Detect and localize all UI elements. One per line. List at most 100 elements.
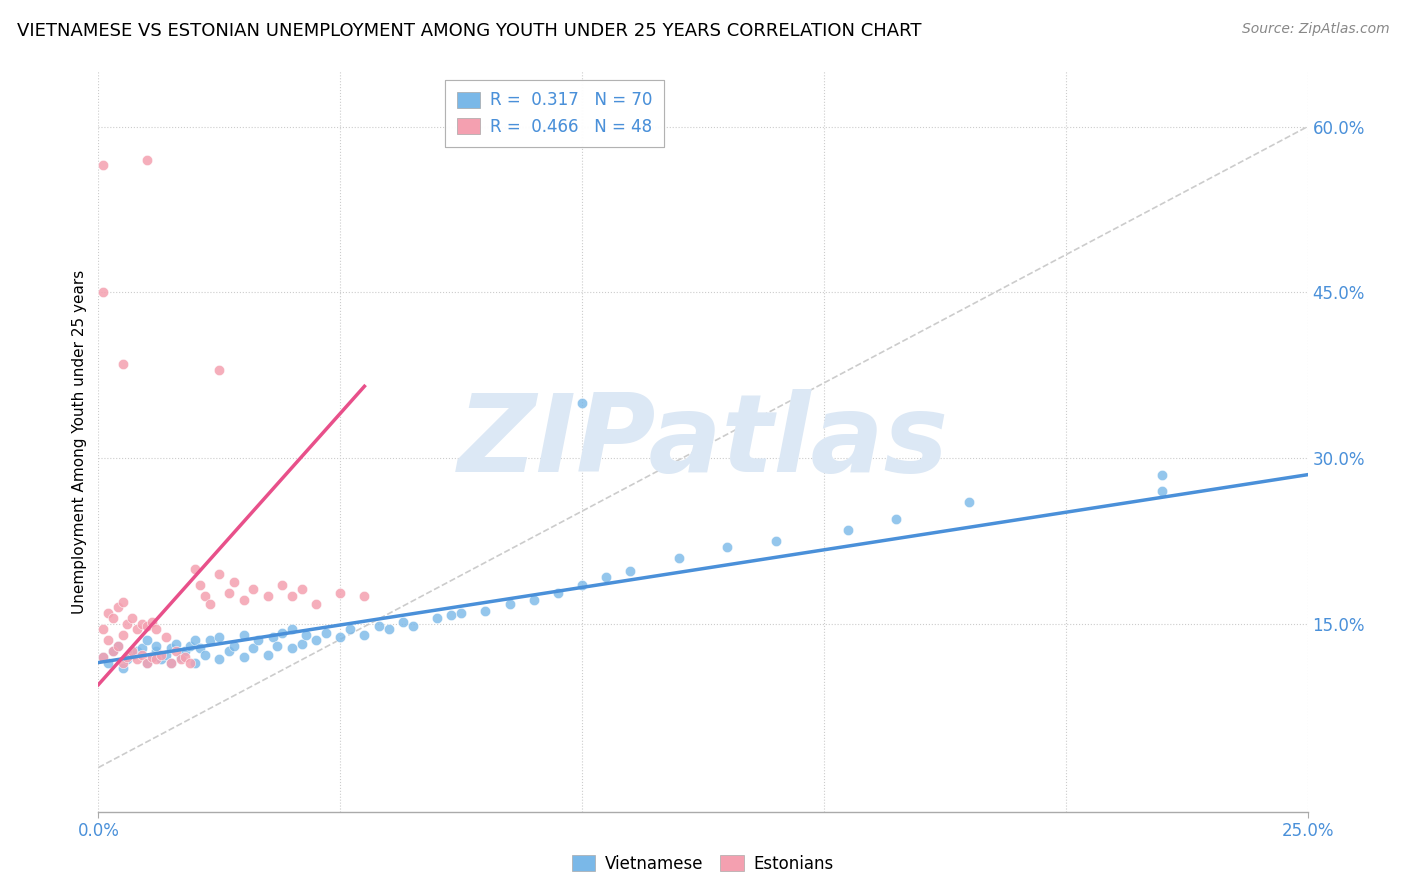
Point	[131, 648, 153, 662]
Point	[141, 650, 163, 665]
Point	[242, 641, 264, 656]
Point	[131, 616, 153, 631]
Point	[290, 582, 312, 596]
Point	[155, 648, 177, 662]
Point	[184, 656, 207, 670]
Point	[222, 639, 245, 653]
Point	[141, 650, 163, 665]
Point	[198, 597, 221, 611]
Point	[145, 623, 167, 637]
Point	[218, 644, 240, 658]
Point	[174, 650, 197, 665]
Point	[184, 561, 207, 575]
Point	[218, 586, 240, 600]
Point	[91, 650, 114, 665]
Point	[101, 611, 124, 625]
Point	[957, 495, 980, 509]
Point	[111, 595, 134, 609]
Point	[295, 628, 318, 642]
Point	[145, 652, 167, 666]
Point	[440, 607, 463, 622]
Point	[262, 630, 284, 644]
Point	[101, 644, 124, 658]
Point	[208, 362, 231, 376]
Point	[107, 639, 129, 653]
Point	[117, 650, 139, 665]
Point	[179, 639, 201, 653]
Point	[155, 630, 177, 644]
Point	[571, 396, 593, 410]
Point	[91, 650, 114, 665]
Point	[97, 606, 120, 620]
Point	[281, 589, 304, 603]
Point	[169, 650, 191, 665]
Text: Source: ZipAtlas.com: Source: ZipAtlas.com	[1241, 22, 1389, 37]
Point	[329, 586, 352, 600]
Point	[111, 628, 134, 642]
Point	[232, 628, 254, 642]
Text: VIETNAMESE VS ESTONIAN UNEMPLOYMENT AMONG YOUTH UNDER 25 YEARS CORRELATION CHART: VIETNAMESE VS ESTONIAN UNEMPLOYMENT AMON…	[17, 22, 921, 40]
Point	[281, 641, 304, 656]
Point	[523, 592, 546, 607]
Point	[668, 550, 690, 565]
Point	[97, 633, 120, 648]
Point	[111, 357, 134, 371]
Point	[101, 644, 124, 658]
Point	[135, 656, 157, 670]
Point	[179, 656, 201, 670]
Point	[135, 656, 157, 670]
Point	[194, 648, 217, 662]
Point	[91, 158, 114, 172]
Point	[160, 656, 183, 670]
Point	[222, 574, 245, 589]
Point	[305, 597, 328, 611]
Point	[1152, 484, 1174, 499]
Point	[150, 652, 173, 666]
Point	[150, 648, 173, 662]
Point	[392, 615, 415, 629]
Point	[266, 639, 288, 653]
Point	[368, 619, 391, 633]
Point	[290, 637, 312, 651]
Point	[160, 656, 183, 670]
Point	[127, 644, 149, 658]
Point	[315, 625, 337, 640]
Point	[121, 611, 143, 625]
Point	[271, 578, 294, 592]
Point	[271, 625, 294, 640]
Point	[256, 589, 278, 603]
Point	[402, 619, 425, 633]
Point	[450, 606, 472, 620]
Point	[242, 582, 264, 596]
Point	[127, 652, 149, 666]
Point	[619, 564, 641, 578]
Point	[135, 633, 157, 648]
Point	[571, 578, 593, 592]
Point	[127, 623, 149, 637]
Point	[141, 615, 163, 629]
Point	[208, 630, 231, 644]
Point	[247, 633, 270, 648]
Point	[765, 533, 787, 548]
Point	[198, 633, 221, 648]
Point	[184, 633, 207, 648]
Point	[474, 604, 496, 618]
Point	[131, 641, 153, 656]
Point	[111, 661, 134, 675]
Point	[377, 623, 399, 637]
Point	[160, 641, 183, 656]
Point	[547, 586, 569, 600]
Point	[145, 644, 167, 658]
Point	[886, 512, 908, 526]
Point	[91, 285, 114, 300]
Point	[339, 623, 361, 637]
Point	[595, 570, 617, 584]
Point	[1152, 467, 1174, 482]
Point	[837, 523, 859, 537]
Point	[165, 637, 187, 651]
Point	[117, 652, 139, 666]
Point	[188, 578, 211, 592]
Legend: Vietnamese, Estonians: Vietnamese, Estonians	[565, 848, 841, 880]
Point	[232, 592, 254, 607]
Point	[208, 567, 231, 582]
